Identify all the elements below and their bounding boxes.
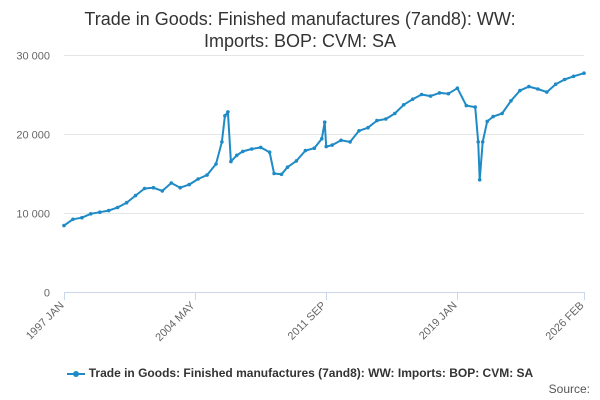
data-point (160, 189, 165, 193)
data-point (151, 185, 156, 190)
data-point (214, 162, 218, 166)
data-point (324, 144, 329, 149)
data-point (509, 99, 513, 103)
data-point (527, 84, 531, 89)
data-point (410, 97, 415, 101)
data-point (115, 205, 120, 210)
legend-line-icon (66, 370, 85, 377)
data-point (393, 111, 397, 116)
chart-title-line-2: Imports: BOP: CVM: SA (203, 31, 397, 51)
chart-legend[interactable]: Trade in Goods: Finished manufactures (7… (0, 366, 600, 380)
x-tick-label: 2011 SEP (286, 300, 329, 343)
x-tick-label: 1997 JAN (24, 300, 67, 343)
chart-title: Trade in Goods: Finished manufactures (7… (0, 8, 600, 52)
data-point (480, 140, 485, 144)
data-point (455, 86, 460, 90)
data-point (500, 111, 504, 116)
x-tick-label: 2019 JAN (417, 300, 460, 343)
data-point (330, 143, 335, 147)
y-tick-label: 20 000 (16, 130, 50, 142)
data-point (226, 110, 230, 114)
data-point (235, 153, 239, 158)
data-point (258, 145, 263, 150)
data-point (419, 92, 424, 97)
data-point (477, 178, 482, 182)
data-point (285, 165, 290, 169)
data-point (142, 186, 147, 191)
data-point (267, 150, 272, 154)
data-point (98, 210, 102, 214)
data-point (205, 173, 209, 177)
data-point (562, 77, 567, 82)
data-point (485, 119, 490, 124)
chart-title-line-1: Trade in Goods: Finished manufactures (7… (84, 9, 516, 29)
data-point (518, 88, 522, 93)
data-point (294, 159, 299, 163)
data-point (545, 90, 549, 94)
data-point (89, 212, 93, 216)
data-point (357, 129, 361, 133)
data-point (401, 103, 406, 107)
data-point (223, 114, 227, 118)
data-point (491, 114, 495, 119)
data-point (348, 140, 352, 144)
data-point (169, 181, 174, 185)
x-tick-label: 2026 FEB (544, 300, 587, 343)
data-point (384, 117, 388, 121)
data-point (582, 71, 586, 75)
y-tick-label: 30 000 (16, 51, 50, 63)
data-point (133, 193, 138, 198)
data-point (178, 185, 182, 190)
data-point (229, 159, 233, 164)
data-point (187, 182, 191, 187)
data-point (196, 177, 200, 181)
data-point (71, 217, 75, 222)
data-point (80, 215, 84, 220)
data-point (220, 140, 224, 144)
data-point (571, 74, 576, 79)
data-point (272, 171, 276, 176)
y-tick-label: 0 (44, 288, 50, 300)
data-point (375, 118, 379, 123)
data-point (553, 82, 558, 86)
data-point (303, 148, 308, 153)
data-point (536, 87, 540, 91)
x-tick-label: 2004 MAY (153, 299, 198, 344)
data-point (62, 223, 66, 228)
source-label: Source: (548, 382, 590, 396)
data-point (241, 149, 245, 154)
series-line (63, 72, 585, 227)
data-point (366, 125, 370, 130)
y-tick-label: 10 000 (16, 209, 50, 221)
data-point (464, 103, 469, 108)
data-point (437, 91, 442, 95)
data-point (124, 200, 129, 205)
data-point (473, 105, 478, 109)
data-point (339, 138, 343, 143)
data-point (279, 172, 284, 177)
data-point (106, 208, 111, 213)
data-point (312, 146, 317, 150)
data-point (446, 91, 451, 96)
data-point (428, 94, 433, 98)
data-point (322, 120, 327, 124)
data-point (320, 136, 324, 141)
data-point (249, 147, 254, 151)
data-point (476, 140, 481, 144)
legend-item-label: Trade in Goods: Finished manufactures (7… (88, 366, 534, 380)
